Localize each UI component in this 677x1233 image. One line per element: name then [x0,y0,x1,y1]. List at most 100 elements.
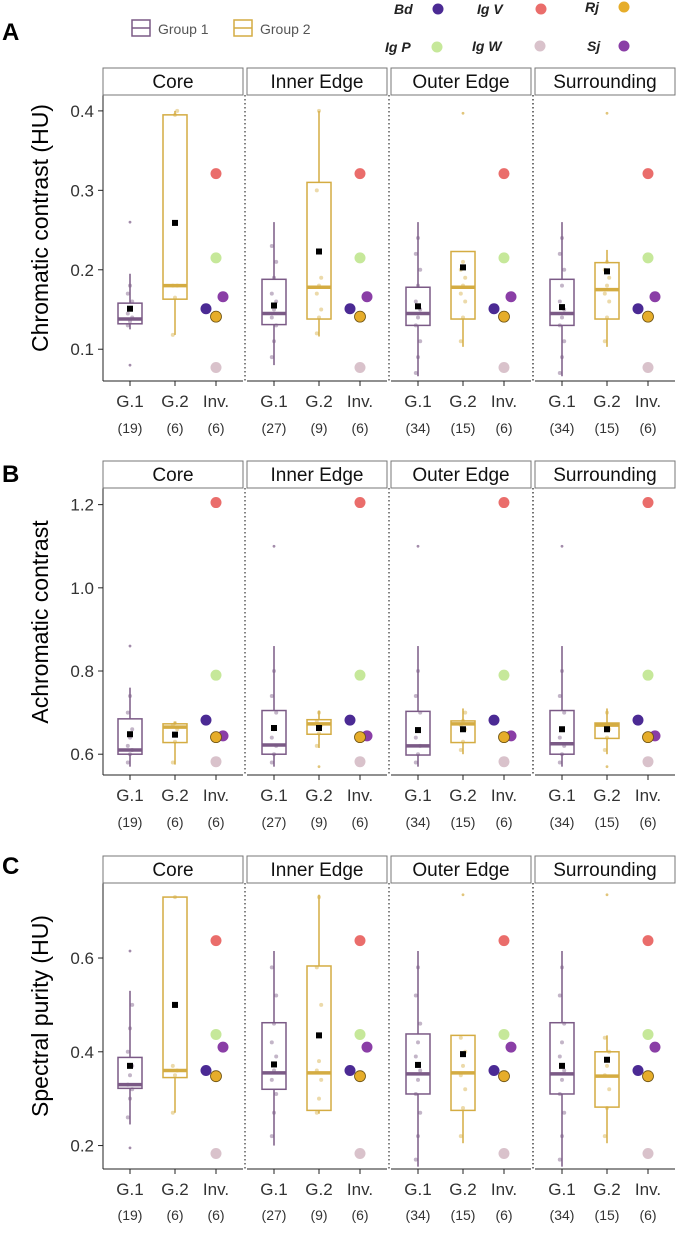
individual-dot-Bd [488,714,500,726]
sample-count: (19) [118,1207,143,1223]
facet-label: Inner Edge [271,465,364,486]
jitter-point [317,1059,321,1064]
box-iqr [549,278,575,327]
facet-label: Inner Edge [271,860,364,881]
boxplot-group-2 [306,108,332,337]
y-tick-label: 0.4 [70,1043,94,1062]
facet-strip [246,67,388,96]
x-group-label: G.1 [548,392,575,411]
jitter-point [607,1049,612,1054]
jitter-point [125,311,130,316]
jitter-point [170,332,175,337]
individual-dot-IgV [210,497,222,509]
jitter-point [317,283,321,288]
facet-strip [102,855,244,884]
jitter-point [319,275,324,280]
sample-count: (27) [262,420,287,436]
individual-dot-Sj [217,291,229,303]
outlier-point [461,893,465,897]
jitter-point [562,1110,567,1115]
individual-points [200,935,229,1160]
individual-dot-Bd [344,714,356,726]
jitter-point [461,739,465,744]
box-iqr [117,718,143,755]
sample-count: (6) [639,1207,656,1223]
mean-marker [316,248,322,255]
outlier-point [272,544,276,548]
jitter-point [560,1134,564,1139]
x-group-label: Inv. [203,392,229,411]
jitter-point [458,1134,463,1139]
mean-marker [316,724,322,731]
sample-count: (15) [595,1207,620,1223]
panel-C: C Spectral purity (HU) 0.2 0.4 0.6 Core G.1 (19… [2,853,676,1223]
jitter-point [130,748,135,753]
jitter-point [314,965,319,970]
box-iqr [405,710,431,756]
individual-dot-Sj [217,1041,229,1053]
x-group-label: Inv. [347,786,373,805]
jitter-point [560,965,564,970]
sample-count: (27) [262,814,287,830]
facet-surrounding: Surrounding G.1 (34) G.2 (15) Inv. (6) [532,460,676,830]
individual-dot-IgP [210,252,222,264]
box-iqr [162,114,188,300]
x-group-label: G.1 [260,1180,287,1199]
individual-points [488,497,517,768]
facet-outer-edge: Outer Edge G.1 (34) G.2 (15) Inv. (6) [390,460,534,830]
individual-dot-IgP [354,669,366,681]
jitter-point [416,236,420,240]
individual-dot-IgP [498,669,510,681]
box-iqr [117,1056,143,1090]
box-iqr [450,250,476,320]
jitter-point [562,710,567,715]
boxplot-group-1 [549,544,575,767]
jitter-point [463,710,468,715]
facet-label: Surrounding [553,465,657,486]
jitter-point [175,1068,180,1073]
jitter-point [560,1040,564,1045]
facet-strip [102,67,244,96]
jitter-point [317,895,321,900]
jitter-point [125,1082,130,1087]
individual-dot-IgP [354,1028,366,1040]
individual-dot-Bd [488,303,500,315]
jitter-point [319,1002,324,1007]
outlier-point [605,765,609,769]
x-group-label: Inv. [203,786,229,805]
facet-inner-edge: Inner Edge G.1 (27) G.2 (9) Inv. (6) [246,855,390,1223]
box-iqr [594,1051,620,1108]
jitter-point [128,319,132,324]
jitter-point [463,275,468,280]
legend-label-Bd: Bd [394,1,413,17]
jitter-point [269,291,274,296]
individual-dot-IgW [354,361,366,373]
jitter-point [602,1134,607,1139]
jitter-point [173,739,177,744]
x-group-label: G.1 [404,392,431,411]
x-group-label: G.1 [548,1180,575,1199]
jitter-point [269,1077,274,1082]
jitter-point [605,283,609,288]
x-group-label: Inv. [347,1180,373,1199]
jitter-point [272,275,276,280]
mean-marker [604,726,610,733]
jitter-point [269,243,274,248]
panel-A: A Chromatic contrast (HU) 0.1 0.2 0.3 0.4 Core… [2,19,676,436]
jitter-point [314,743,319,748]
facet-strip [390,460,532,489]
individual-dot-IgP [642,252,654,264]
y-tick-label: 0.3 [70,181,94,200]
jitter-point [274,259,279,264]
facet-outer-edge: Outer Edge G.1 (34) G.2 (15) Inv. (6) [390,855,534,1223]
facet-strip [390,855,532,884]
outlier-point [128,220,132,224]
jitter-point [413,1091,418,1096]
boxplot-group-1 [405,950,431,1167]
outlier-point [605,893,609,897]
individual-dot-Sj [505,291,517,303]
individual-dot-IgP [642,1028,654,1040]
facet-strip [390,67,532,96]
jitter-point [173,895,177,900]
jitter-point [128,693,132,698]
